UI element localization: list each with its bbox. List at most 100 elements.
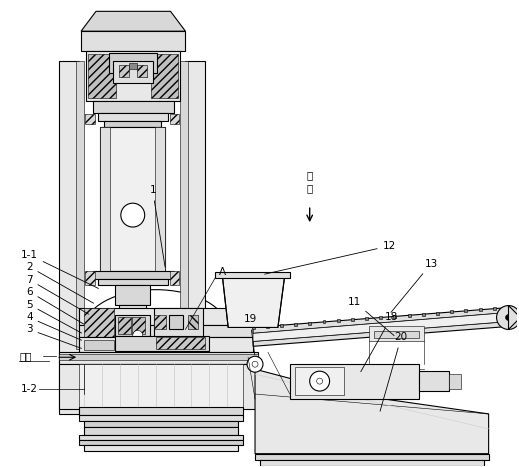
Text: 18: 18 (361, 312, 398, 372)
Bar (365, 317, 368, 320)
Text: 1: 1 (149, 185, 165, 267)
Bar (255, 453, 488, 460)
Bar (337, 319, 340, 322)
Polygon shape (253, 308, 509, 333)
Circle shape (247, 356, 263, 372)
Bar (155, 127, 165, 271)
Bar (252, 326, 254, 329)
Bar (450, 311, 453, 313)
Text: 11: 11 (348, 297, 394, 336)
Polygon shape (509, 305, 519, 329)
Bar (419, 371, 449, 391)
Bar (465, 309, 468, 312)
Bar (322, 320, 325, 324)
Bar (59, 364, 258, 409)
Bar (59, 352, 258, 364)
Bar (136, 65, 147, 77)
Bar (280, 324, 283, 327)
Bar (109, 53, 157, 73)
Bar (118, 317, 131, 334)
Bar (79, 325, 253, 337)
Bar (84, 421, 238, 427)
Text: 给: 给 (307, 170, 313, 180)
Bar (85, 114, 95, 124)
Bar (290, 364, 419, 399)
Bar (266, 325, 269, 328)
Text: 2: 2 (26, 262, 93, 303)
Bar (374, 332, 419, 339)
Bar (407, 314, 411, 317)
Bar (170, 271, 180, 285)
Bar (79, 308, 253, 325)
Bar (98, 113, 168, 120)
Bar (188, 314, 198, 329)
Text: 3: 3 (26, 325, 81, 348)
Bar (215, 272, 290, 278)
Bar (294, 323, 297, 325)
Bar (507, 306, 510, 309)
Bar (156, 337, 206, 349)
Text: 4: 4 (26, 312, 81, 340)
Bar (119, 65, 129, 77)
Bar (79, 415, 243, 421)
Bar (93, 101, 173, 113)
Text: 6: 6 (26, 287, 84, 324)
Bar (493, 307, 496, 310)
Bar (79, 435, 243, 440)
Polygon shape (222, 275, 285, 327)
Text: 12: 12 (265, 241, 396, 274)
Bar (185, 61, 206, 414)
Bar (79, 407, 243, 415)
Bar (115, 314, 149, 336)
Bar (86, 51, 181, 101)
Circle shape (497, 305, 519, 329)
Bar (154, 314, 166, 329)
Bar (119, 304, 146, 314)
Bar (449, 374, 461, 389)
Bar (154, 308, 203, 337)
Bar (393, 315, 397, 318)
Bar (479, 308, 482, 311)
Bar (76, 61, 84, 349)
Bar (84, 340, 114, 350)
Bar (370, 326, 424, 341)
Bar (115, 285, 149, 304)
Text: 1-1: 1-1 (21, 250, 99, 289)
Bar (59, 354, 258, 360)
Circle shape (133, 331, 143, 340)
Text: 5: 5 (26, 299, 81, 333)
Bar (85, 271, 95, 285)
Bar (84, 337, 114, 352)
Bar (88, 54, 116, 98)
Bar (295, 367, 345, 395)
Bar (151, 54, 179, 98)
Text: A: A (218, 267, 226, 277)
Bar (351, 318, 354, 321)
Polygon shape (253, 312, 509, 341)
Bar (100, 127, 165, 271)
Bar (115, 336, 209, 351)
Circle shape (121, 203, 145, 227)
Bar (81, 31, 185, 51)
Bar (170, 114, 180, 124)
Bar (79, 440, 243, 445)
Text: 出块: 出块 (19, 351, 32, 361)
Bar (98, 279, 168, 285)
Bar (84, 445, 238, 451)
Text: 1-2: 1-2 (21, 384, 38, 394)
Bar (79, 364, 243, 409)
Bar (100, 127, 110, 271)
Text: 19: 19 (243, 314, 257, 354)
Bar (104, 120, 160, 127)
Bar (379, 316, 383, 319)
Bar (308, 321, 311, 325)
Polygon shape (81, 11, 185, 31)
Circle shape (310, 371, 330, 391)
Text: 7: 7 (26, 275, 89, 314)
Bar (422, 313, 425, 316)
Polygon shape (255, 369, 488, 453)
Bar (93, 271, 173, 279)
Bar (260, 460, 484, 466)
Bar (113, 61, 153, 83)
Bar (84, 308, 114, 337)
